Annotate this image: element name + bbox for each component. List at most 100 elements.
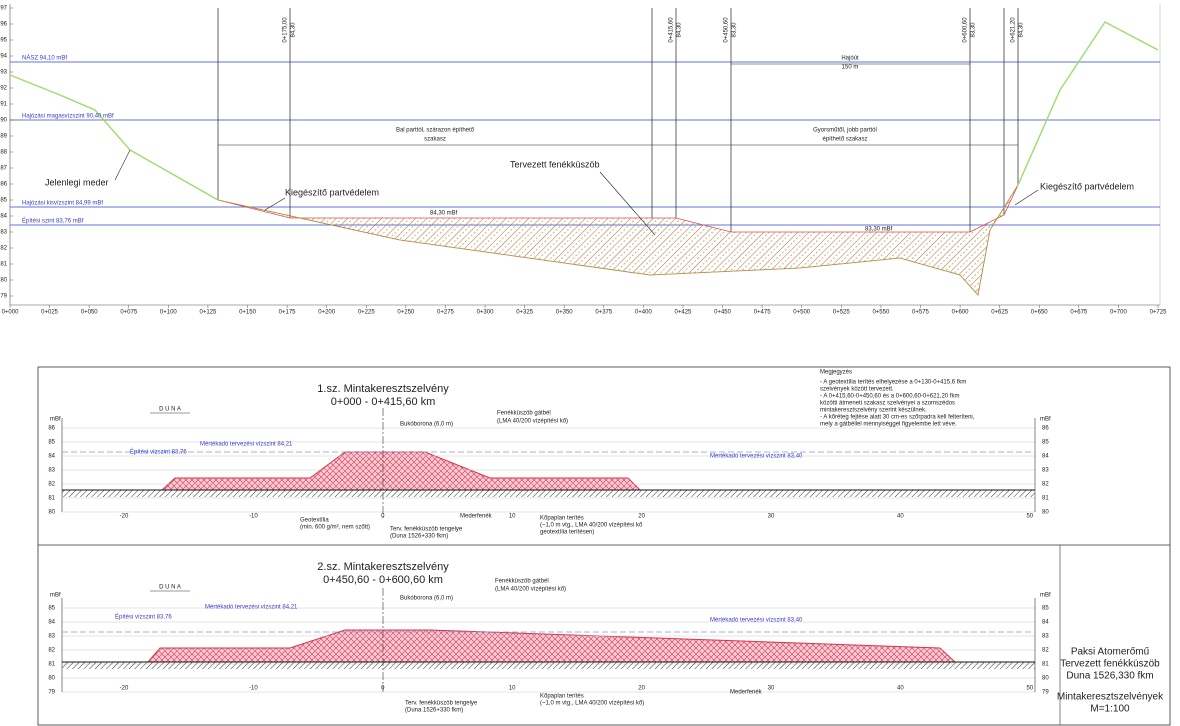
annotation: Kiegészítő partvédelem bbox=[285, 187, 379, 197]
x-tick-label: 0+225 bbox=[358, 310, 376, 316]
y-tick-label: 83 bbox=[1042, 634, 1049, 640]
x-tick-label: 40 bbox=[897, 514, 904, 520]
annotation: Tervezett fenékküszöb bbox=[510, 159, 600, 169]
x-tick-label: 0+525 bbox=[833, 310, 851, 316]
water-level-label: Hajózási magasvízszint 90,40 mBf bbox=[22, 114, 114, 120]
x-tick-label: 0+700 bbox=[1110, 310, 1128, 316]
ground bbox=[62, 490, 1035, 497]
y-tick-label: 88 bbox=[0, 150, 7, 156]
y-tick-label: 89 bbox=[0, 134, 7, 140]
existing-bed bbox=[217, 184, 1019, 296]
x-tick-label: 0+300 bbox=[477, 310, 495, 316]
x-tick-label: 0+275 bbox=[437, 310, 455, 316]
direction: D U N A bbox=[159, 407, 181, 413]
y-tick-label: 94 bbox=[0, 54, 7, 60]
y-tick-label: 84 bbox=[48, 454, 55, 460]
x-tick-label: 0+125 bbox=[200, 310, 218, 316]
title-block-line: Paksi Atomerőmű bbox=[1071, 647, 1150, 658]
title-block-line: Tervezett fenékküszöb bbox=[1060, 659, 1160, 670]
x-tick-label: 50 bbox=[1026, 686, 1033, 692]
y-tick-label: 79 bbox=[0, 294, 7, 300]
y-tick-label: 83 bbox=[48, 634, 55, 640]
y-tick-label: 80 bbox=[1042, 676, 1049, 682]
leader bbox=[599, 171, 656, 236]
y-tick-label: 91 bbox=[0, 102, 7, 108]
y-tick-label: 85 bbox=[48, 606, 55, 612]
x-tick-label: -20 bbox=[120, 686, 129, 692]
label: (Duna 1526+330 fkm) bbox=[390, 534, 448, 540]
title-block-line: Mintakeresztszelvények bbox=[1057, 692, 1164, 703]
label: (~1,0 m vtg., LMA 40/200 vízépítési kő bbox=[540, 523, 643, 529]
cross-section-1: 86 86 85 85 84 84 83 83 82 82 81 81 80 80 -20 -10 0 10 20 3… bbox=[48, 383, 1051, 540]
note-line: mely a gátbéllel mennyiséggel figyelembe… bbox=[820, 422, 957, 428]
station-level: 83,30 bbox=[732, 22, 738, 38]
label: Geotextília bbox=[300, 518, 329, 524]
x-tick-label: 0 bbox=[381, 686, 385, 692]
label: Mértékadó tervezési vízszint 84,21 bbox=[200, 442, 293, 448]
notes-title: Megjegyzés bbox=[820, 370, 852, 376]
y-tick-label: 87 bbox=[0, 166, 7, 172]
x-tick-label: 30 bbox=[768, 686, 775, 692]
sill-body bbox=[160, 451, 642, 491]
label: Terv. fenékküszöb tengelye bbox=[405, 701, 478, 707]
section-range: 0+000 - 0+415,60 km bbox=[331, 396, 436, 408]
x-tick-label: -10 bbox=[249, 514, 258, 520]
zone-label: építhető szakasz bbox=[822, 137, 867, 143]
x-tick-label: 50 bbox=[1026, 514, 1033, 520]
label: Kőpaplan terítés bbox=[540, 694, 584, 700]
y-tick-label: 82 bbox=[0, 246, 7, 252]
x-tick-label: 0+100 bbox=[160, 310, 178, 316]
label: Építési vízszint 83,76 bbox=[115, 614, 172, 621]
y-tick-label: 85 bbox=[48, 440, 55, 446]
note-line: mintakeresztszelvény szerint készülnek. bbox=[820, 408, 927, 414]
x-tick-label: 10 bbox=[509, 686, 516, 692]
station-level: 83,30 bbox=[971, 22, 977, 38]
y-tick-label: 82 bbox=[1042, 648, 1049, 654]
label: Kőpaplan terítés bbox=[540, 516, 584, 522]
label: (LMA 40/200 vízépítési kő) bbox=[497, 419, 568, 425]
station-km: 0+175,00 bbox=[283, 17, 289, 43]
y-tick-label: 92 bbox=[0, 86, 7, 92]
section-title: 1.sz. Mintakeresztszelvény bbox=[317, 383, 449, 395]
unit: mBf bbox=[50, 417, 61, 423]
annotation: Kiegészítő partvédelem bbox=[1040, 181, 1134, 191]
x-tick-label: -20 bbox=[120, 514, 129, 520]
profile-texts: 97 96 95 94 93 92 91 90 89 88 87 86 85 84 83 82 81 80 79 0+… bbox=[0, 6, 1167, 316]
y-tick-label: 80 bbox=[1042, 510, 1049, 516]
annotation: 83,30 mBf bbox=[865, 227, 893, 233]
y-tick-label: 82 bbox=[48, 648, 55, 654]
y-tick-label: 84 bbox=[0, 214, 7, 220]
note-line: - A geotextília terítés elhelyezése a 0+… bbox=[820, 380, 966, 386]
water-level-label: Építési szint 83,76 mBf bbox=[22, 218, 84, 225]
y-tick-label: 82 bbox=[1042, 482, 1049, 488]
y-tick-label: 81 bbox=[48, 496, 55, 502]
x-tick-label: 0+350 bbox=[556, 310, 574, 316]
note-line: - A kőréteg fejtése alatt 30 cm-es szőrp… bbox=[820, 415, 975, 421]
zone-label: 150 m bbox=[842, 65, 859, 71]
x-tick-label: 0+450 bbox=[714, 310, 732, 316]
y-tick-label: 82 bbox=[48, 482, 55, 488]
y-tick-label: 79 bbox=[48, 690, 55, 696]
x-tick-label: 30 bbox=[768, 514, 775, 520]
station-level: 84,30 bbox=[677, 22, 683, 38]
y-tick-label: 93 bbox=[0, 70, 7, 76]
label: Építési vízszint 83,76 bbox=[130, 449, 187, 456]
x-tick-label: 0 bbox=[381, 514, 385, 520]
y-tick-label: 95 bbox=[0, 38, 7, 44]
y-tick-label: 81 bbox=[0, 262, 7, 268]
station-level: 84,30 bbox=[1019, 22, 1025, 38]
y-tick-label: 79 bbox=[1042, 690, 1049, 696]
x-tick-label: 0+025 bbox=[41, 310, 59, 316]
section-title: 2.sz. Mintakeresztszelvény bbox=[317, 561, 449, 573]
dimension-lines bbox=[114, 63, 1039, 236]
label: geotextília terítésen) bbox=[540, 530, 594, 536]
unit: mBf bbox=[1040, 417, 1051, 423]
y-tick-label: 80 bbox=[48, 676, 55, 682]
y-tick-label: 86 bbox=[0, 182, 7, 188]
notes-and-title: Megjegyzés - A geotextília terítés elhely… bbox=[820, 370, 1164, 715]
y-tick-label: 97 bbox=[0, 6, 7, 12]
x-tick-label: 0+500 bbox=[793, 310, 811, 316]
section-range: 0+450,60 - 0+600,60 km bbox=[323, 574, 443, 586]
x-tick-label: 0+250 bbox=[397, 310, 415, 316]
x-tick-label: 0+575 bbox=[912, 310, 930, 316]
